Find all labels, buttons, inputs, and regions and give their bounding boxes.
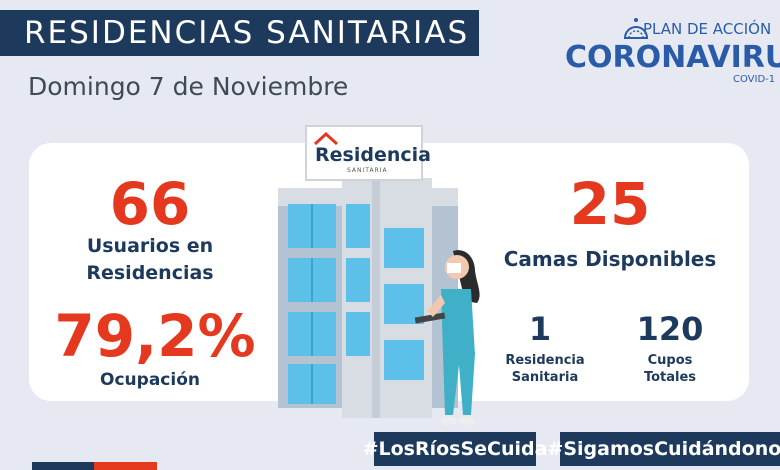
camas-value: 25 [569, 170, 651, 238]
sign-brand: Residencia [315, 144, 431, 166]
ocupacion-value: 79,2% [54, 302, 256, 370]
coronavirus-logo: PLAN DE ACCIÓN CORONAVIRUS COVID-1 [565, 10, 780, 90]
building-illustration [278, 178, 458, 418]
hashtag-sigamos: #SigamosCuidándonos [547, 432, 780, 466]
residencia-sign: Residencia SANITARIA [305, 125, 431, 181]
sign-sub: SANITARIA [347, 167, 388, 174]
residencia-label-line1: Residencia [505, 353, 585, 368]
cupos-label-line1: Cupos [647, 353, 693, 368]
usuarios-label: Usuarios en Residencias [52, 233, 248, 287]
cupos-label: Cupos Totales [620, 352, 720, 386]
ocupacion-label: Ocupación [100, 370, 200, 390]
camas-label: Camas Disponibles [503, 247, 717, 271]
covid-text: COVID-1 [733, 74, 776, 85]
plan-de-accion-text: PLAN DE ACCIÓN [643, 20, 772, 38]
page-title: RESIDENCIAS SANITARIAS [24, 15, 470, 51]
cupos-value: 120 [636, 310, 704, 348]
residencia-label: Residencia Sanitaria [490, 352, 600, 386]
cupos-label-line2: Totales [643, 370, 697, 385]
house-roof-icon [313, 131, 339, 145]
dome-icon [623, 18, 649, 39]
usuarios-label-line1: Usuarios en [86, 235, 214, 257]
title-banner: RESIDENCIAS SANITARIAS [0, 10, 479, 56]
usuarios-value: 66 [109, 170, 191, 238]
residencia-value: 1 [528, 310, 552, 348]
nurse-illustration [414, 250, 480, 425]
coronavirus-text: CORONAVIRUS [565, 40, 780, 75]
flag-stripe [32, 462, 157, 470]
usuarios-label-line2: Residencias [86, 262, 214, 284]
date-label: Domingo 7 de Noviembre [28, 72, 349, 101]
hashtag-los-rios: #LosRíosSeCuida [363, 432, 547, 466]
residencia-label-line2: Sanitaria [511, 370, 579, 385]
